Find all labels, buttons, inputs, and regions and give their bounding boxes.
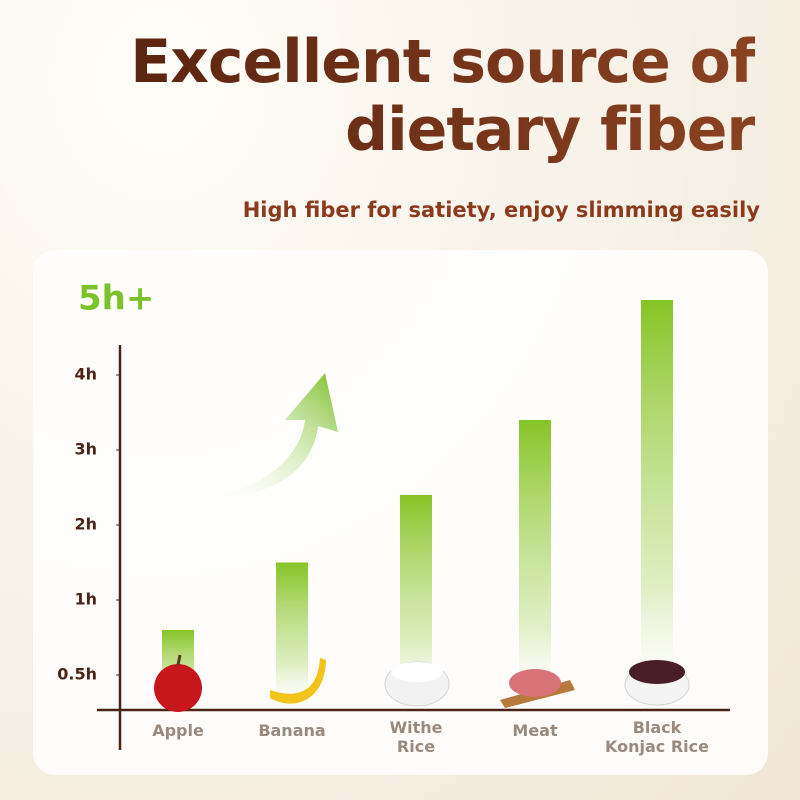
y-tick-label: 3h [74, 440, 97, 459]
rice-top [391, 662, 443, 682]
apple-icon [154, 664, 202, 712]
banana-icon [270, 658, 326, 704]
x-tick-label: Meat [512, 721, 558, 740]
bar [519, 420, 551, 710]
meat-icon [509, 669, 561, 697]
y-tick-label: 2h [74, 515, 97, 534]
bars [162, 300, 673, 710]
x-tick-label: Banana [258, 721, 326, 740]
y-tick-label: 1h [74, 590, 97, 609]
x-tick-label: Withe Rice [389, 718, 443, 756]
food-icons [154, 654, 690, 712]
bar [641, 300, 673, 710]
chart-title: Excellent source of dietary fiber [115, 28, 756, 164]
bar [276, 562, 308, 710]
y-tick-label: 0.5h [57, 665, 97, 684]
chart-subtitle: High fiber for satiety, enjoy slimming e… [242, 198, 760, 222]
x-tick-label: Apple [152, 721, 204, 740]
x-tick-label: Black Konjac Rice [605, 718, 709, 756]
apple-stem [176, 654, 182, 666]
annotation: 5h+ [78, 279, 154, 319]
y-tick-label: 4h [74, 365, 97, 384]
trend-arrow [205, 373, 338, 498]
konjac-rice-icon [629, 660, 685, 684]
